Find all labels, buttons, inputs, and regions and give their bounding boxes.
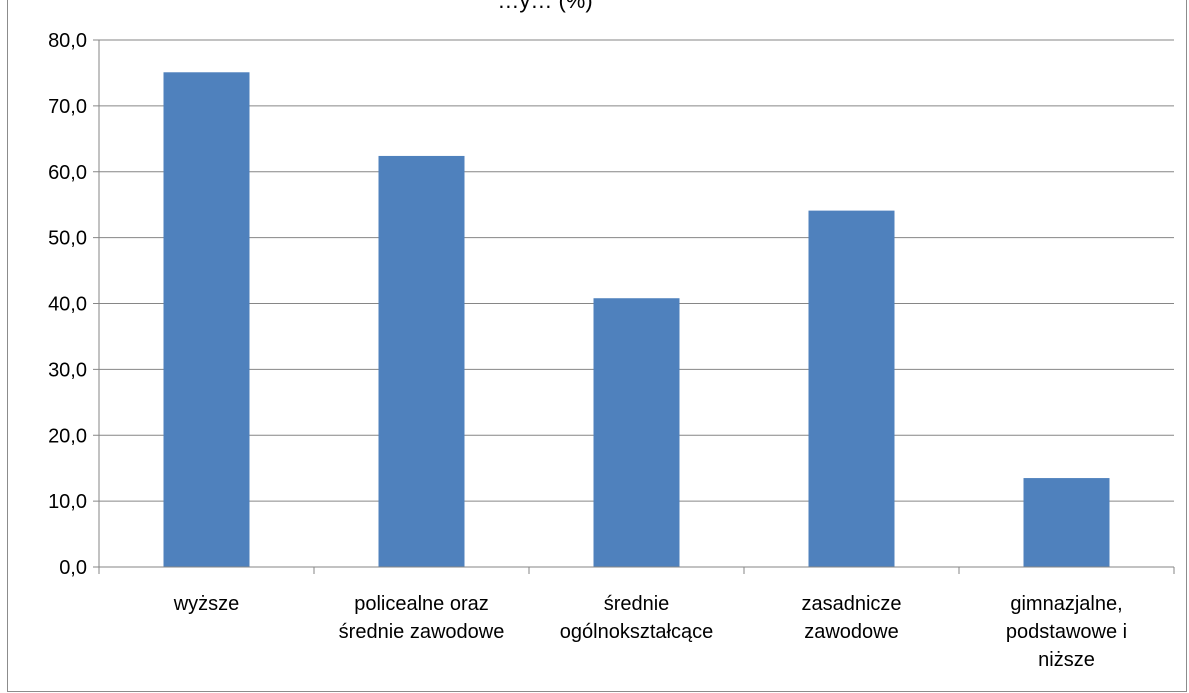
bar (1023, 478, 1110, 567)
y-tick-label: 60,0 (48, 162, 87, 184)
x-category-label: gimnazjalne, podstawowe i niższe (1006, 593, 1127, 671)
y-tick-label: 40,0 (48, 294, 87, 316)
y-tick-label: 70,0 (48, 96, 87, 118)
x-category-label: wyższe (173, 593, 240, 615)
x-axis: wyższe policealne oraz średnie zawodowe śre… (98, 566, 1175, 671)
bar (163, 72, 250, 567)
x-category-label: policealne oraz średnie zawodowe (339, 593, 505, 643)
chart-frame (7, 0, 1187, 692)
x-category-label: zasadnicze zawodowe (801, 593, 901, 643)
y-tick-label: 80,0 (48, 30, 87, 52)
y-tick-label: 50,0 (48, 228, 87, 250)
y-tick-label: 0,0 (59, 557, 87, 579)
chart-title: …y… (%) (497, 0, 592, 13)
x-category-label: średnie ogólnokształcące (560, 593, 713, 643)
y-tick-label: 30,0 (48, 359, 87, 381)
bar (378, 155, 465, 567)
y-axis: 0,0 10,0 20,0 30,0 40,0 50,0 60,0 70,0 80,0 (48, 30, 100, 579)
y-tick-label: 10,0 (48, 491, 87, 513)
bar (593, 298, 680, 567)
y-tick-label: 20,0 (48, 425, 87, 447)
bar (808, 210, 895, 567)
bars (163, 72, 1110, 567)
